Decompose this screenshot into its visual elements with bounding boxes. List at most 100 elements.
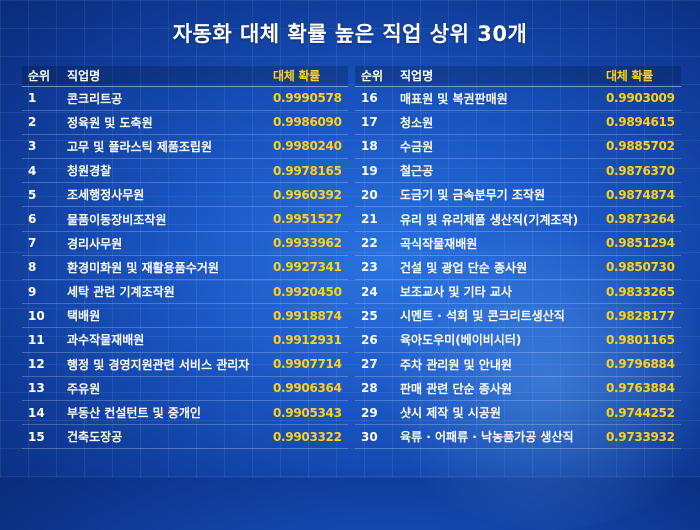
job-cell: 주유원 bbox=[59, 376, 271, 401]
job-cell: 곡식작물재배원 bbox=[392, 231, 604, 256]
job-cell: 건축도장공 bbox=[59, 424, 271, 450]
table-row: 5 조세행정사무원 0.9960392 bbox=[22, 182, 348, 208]
job-cell: 수금원 bbox=[392, 134, 604, 160]
prob-cell: 0.9918874 bbox=[271, 303, 348, 329]
table-row: 1 콘크리트공 0.9990578 bbox=[22, 86, 348, 111]
rank-cell: 28 bbox=[355, 376, 392, 401]
table-row: 29 샷시 제작 및 시공원 0.9744252 bbox=[355, 400, 681, 426]
header-job: 직업명 bbox=[59, 66, 271, 87]
rank-cell: 7 bbox=[22, 231, 59, 256]
job-cell: 육류 · 어패류 · 낙농품가공 생산직 bbox=[392, 424, 604, 450]
table-row: 20 도금기 및 금속분무기 조작원 0.9874874 bbox=[355, 182, 681, 208]
prob-cell: 0.9912931 bbox=[271, 327, 348, 353]
rank-cell: 16 bbox=[355, 86, 392, 111]
table-header: 순위 직업명 대체 확률 bbox=[355, 66, 681, 87]
prob-cell: 0.9833265 bbox=[604, 279, 681, 305]
job-cell: 청원경찰 bbox=[59, 158, 271, 184]
prob-cell: 0.9903322 bbox=[271, 424, 348, 450]
prob-cell: 0.9986090 bbox=[271, 110, 348, 135]
prob-cell: 0.9733932 bbox=[604, 424, 681, 450]
rank-cell: 1 bbox=[22, 86, 59, 111]
table-row: 17 청소원 0.9894615 bbox=[355, 110, 681, 135]
rank-cell: 12 bbox=[22, 352, 59, 377]
prob-cell: 0.9960392 bbox=[271, 182, 348, 208]
table-row: 25 시멘트 · 석회 및 콘크리트생산직 0.9828177 bbox=[355, 303, 681, 329]
table-row: 22 곡식작물재배원 0.9851294 bbox=[355, 231, 681, 256]
job-cell: 정육원 및 도축원 bbox=[59, 110, 271, 135]
prob-cell: 0.9851294 bbox=[604, 231, 681, 256]
table-row: 26 육아도우미(베이비시터) 0.9801165 bbox=[355, 327, 681, 353]
job-cell: 매표원 및 복권판매원 bbox=[392, 86, 604, 111]
header-job: 직업명 bbox=[392, 66, 604, 87]
page-title: 자동화 대체 확률 높은 직업 상위 30개 bbox=[172, 22, 528, 46]
rank-cell: 4 bbox=[22, 158, 59, 184]
prob-cell: 0.9905343 bbox=[271, 400, 348, 426]
rank-cell: 18 bbox=[355, 134, 392, 160]
prob-cell: 0.9907714 bbox=[271, 352, 348, 377]
rank-cell: 30 bbox=[355, 424, 392, 450]
table-row: 12 행정 및 경영지원관련 서비스 관리자 0.9907714 bbox=[22, 352, 348, 377]
rank-cell: 3 bbox=[22, 134, 59, 160]
header-rank: 순위 bbox=[355, 66, 392, 87]
rank-cell: 2 bbox=[22, 110, 59, 135]
rank-cell: 11 bbox=[22, 327, 59, 353]
prob-cell: 0.9885702 bbox=[604, 134, 681, 160]
rank-cell: 26 bbox=[355, 327, 392, 353]
job-cell: 조세행정사무원 bbox=[59, 182, 271, 208]
table-row: 28 판매 관련 단순 종사원 0.9763884 bbox=[355, 376, 681, 401]
rank-cell: 14 bbox=[22, 400, 59, 426]
table-row: 11 과수작물재배원 0.9912931 bbox=[22, 327, 348, 353]
prob-cell: 0.9874874 bbox=[604, 182, 681, 208]
rank-cell: 17 bbox=[355, 110, 392, 135]
prob-cell: 0.9894615 bbox=[604, 110, 681, 135]
job-cell: 유리 및 유리제품 생산직(기계조작) bbox=[392, 206, 604, 232]
rank-cell: 9 bbox=[22, 279, 59, 305]
prob-cell: 0.9990578 bbox=[271, 86, 348, 111]
table-row: 18 수금원 0.9885702 bbox=[355, 134, 681, 160]
table-row: 23 건설 및 광업 단순 종사원 0.9850730 bbox=[355, 255, 681, 281]
table-row: 7 경리사무원 0.9933962 bbox=[22, 231, 348, 256]
table-row: 30 육류 · 어패류 · 낙농품가공 생산직 0.9733932 bbox=[355, 424, 681, 450]
job-cell: 시멘트 · 석회 및 콘크리트생산직 bbox=[392, 303, 604, 329]
prob-cell: 0.9951527 bbox=[271, 206, 348, 232]
prob-cell: 0.9801165 bbox=[604, 327, 681, 353]
prob-cell: 0.9920450 bbox=[271, 279, 348, 305]
table-row: 2 정육원 및 도축원 0.9986090 bbox=[22, 110, 348, 135]
rank-cell: 21 bbox=[355, 206, 392, 232]
prob-cell: 0.9906364 bbox=[271, 376, 348, 401]
prob-cell: 0.9933962 bbox=[271, 231, 348, 256]
job-cell: 도금기 및 금속분무기 조작원 bbox=[392, 182, 604, 208]
rank-cell: 19 bbox=[355, 158, 392, 184]
table-header: 순위 직업명 대체 확률 bbox=[22, 66, 348, 87]
job-cell: 부동산 컨설턴트 및 중개인 bbox=[59, 400, 271, 426]
job-cell: 택배원 bbox=[59, 303, 271, 329]
table-row: 10 택배원 0.9918874 bbox=[22, 303, 348, 329]
table-row: 24 보조교사 및 기타 교사 0.9833265 bbox=[355, 279, 681, 305]
prob-cell: 0.9796884 bbox=[604, 352, 681, 377]
prob-cell: 0.9828177 bbox=[604, 303, 681, 329]
table-row: 21 유리 및 유리제품 생산직(기계조작) 0.9873264 bbox=[355, 206, 681, 232]
prob-cell: 0.9850730 bbox=[604, 255, 681, 281]
job-cell: 세탁 관련 기계조작원 bbox=[59, 279, 271, 305]
prob-cell: 0.9927341 bbox=[271, 255, 348, 281]
header-rank: 순위 bbox=[22, 66, 59, 87]
job-cell: 물품이동장비조작원 bbox=[59, 206, 271, 232]
job-cell: 고무 및 플라스틱 제품조립원 bbox=[59, 134, 271, 160]
rank-cell: 13 bbox=[22, 376, 59, 401]
job-cell: 건설 및 광업 단순 종사원 bbox=[392, 255, 604, 281]
job-cell: 육아도우미(베이비시터) bbox=[392, 327, 604, 353]
header-prob: 대체 확률 bbox=[604, 66, 681, 87]
table-row: 4 청원경찰 0.9978165 bbox=[22, 158, 348, 184]
job-cell: 과수작물재배원 bbox=[59, 327, 271, 353]
rank-cell: 10 bbox=[22, 303, 59, 329]
prob-cell: 0.9763884 bbox=[604, 376, 681, 401]
job-cell: 판매 관련 단순 종사원 bbox=[392, 376, 604, 401]
table-row: 13 주유원 0.9906364 bbox=[22, 376, 348, 401]
job-cell: 철근공 bbox=[392, 158, 604, 184]
job-cell: 콘크리트공 bbox=[59, 86, 271, 111]
prob-cell: 0.9744252 bbox=[604, 400, 681, 426]
job-cell: 행정 및 경영지원관련 서비스 관리자 bbox=[59, 352, 271, 377]
prob-cell: 0.9876370 bbox=[604, 158, 681, 184]
job-cell: 샷시 제작 및 시공원 bbox=[392, 400, 604, 426]
rank-cell: 24 bbox=[355, 279, 392, 305]
